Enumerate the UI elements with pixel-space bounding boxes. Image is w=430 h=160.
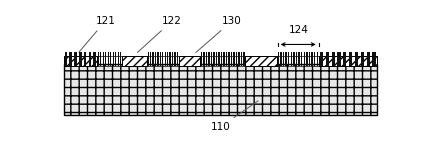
Bar bbox=[64, 56, 97, 66]
Text: 110: 110 bbox=[211, 101, 258, 132]
Bar bbox=[311, 52, 313, 66]
Bar bbox=[355, 52, 358, 66]
Bar bbox=[209, 52, 210, 66]
Bar bbox=[361, 52, 364, 66]
Bar bbox=[366, 52, 370, 66]
Bar bbox=[319, 56, 377, 66]
Bar bbox=[286, 52, 287, 66]
Bar bbox=[70, 52, 72, 66]
Bar bbox=[213, 52, 215, 66]
Text: 121: 121 bbox=[79, 16, 115, 52]
Bar bbox=[338, 52, 341, 66]
Bar bbox=[167, 52, 169, 66]
Bar bbox=[236, 52, 237, 66]
Bar bbox=[301, 52, 302, 66]
Bar bbox=[64, 52, 68, 66]
Bar bbox=[84, 52, 86, 66]
Bar bbox=[320, 52, 323, 66]
Bar bbox=[332, 52, 335, 66]
Bar bbox=[246, 56, 277, 66]
Bar bbox=[113, 52, 114, 66]
Bar bbox=[233, 52, 235, 66]
Bar bbox=[201, 52, 202, 66]
Bar bbox=[238, 52, 240, 66]
Bar bbox=[316, 52, 318, 66]
Bar bbox=[314, 52, 316, 66]
Bar bbox=[243, 52, 245, 66]
Bar bbox=[277, 52, 279, 66]
Bar bbox=[326, 52, 329, 66]
Bar bbox=[304, 52, 305, 66]
Bar bbox=[177, 52, 178, 66]
Bar bbox=[120, 52, 121, 66]
Bar bbox=[160, 52, 161, 66]
Bar bbox=[122, 56, 147, 66]
Bar bbox=[221, 52, 222, 66]
Bar bbox=[288, 52, 289, 66]
Bar bbox=[206, 52, 207, 66]
Bar bbox=[343, 52, 347, 66]
Bar bbox=[100, 52, 101, 66]
Bar bbox=[203, 52, 205, 66]
Text: 122: 122 bbox=[138, 16, 182, 52]
Bar bbox=[89, 52, 91, 66]
Bar bbox=[150, 52, 151, 66]
Bar bbox=[226, 52, 227, 66]
Bar bbox=[280, 52, 282, 66]
Bar bbox=[169, 52, 171, 66]
Bar bbox=[165, 52, 166, 66]
Bar bbox=[152, 52, 154, 66]
Text: 130: 130 bbox=[196, 16, 242, 52]
Bar bbox=[155, 52, 156, 66]
Bar bbox=[174, 52, 176, 66]
Bar bbox=[216, 52, 217, 66]
Bar bbox=[179, 56, 200, 66]
Bar bbox=[306, 52, 307, 66]
Bar bbox=[105, 52, 107, 66]
Bar bbox=[108, 52, 109, 66]
Bar bbox=[110, 52, 111, 66]
Bar bbox=[241, 52, 242, 66]
Bar bbox=[283, 52, 284, 66]
Bar bbox=[298, 52, 300, 66]
Bar bbox=[211, 52, 212, 66]
Bar bbox=[296, 52, 297, 66]
Bar bbox=[231, 52, 232, 66]
Bar bbox=[98, 52, 99, 66]
Text: 124: 124 bbox=[289, 25, 309, 35]
Bar bbox=[218, 52, 220, 66]
Bar bbox=[117, 52, 119, 66]
Bar bbox=[293, 52, 295, 66]
Bar bbox=[157, 52, 159, 66]
Bar bbox=[223, 52, 225, 66]
Bar bbox=[74, 52, 77, 66]
Bar bbox=[372, 52, 375, 66]
Bar bbox=[93, 52, 96, 66]
Bar bbox=[291, 52, 292, 66]
Bar bbox=[147, 52, 149, 66]
Bar bbox=[349, 52, 352, 66]
Bar bbox=[172, 52, 173, 66]
Bar bbox=[115, 52, 117, 66]
Bar bbox=[79, 52, 82, 66]
Bar bbox=[103, 52, 104, 66]
Bar bbox=[162, 52, 163, 66]
Bar bbox=[228, 52, 230, 66]
Bar bbox=[309, 52, 310, 66]
Bar bbox=[64, 64, 377, 115]
